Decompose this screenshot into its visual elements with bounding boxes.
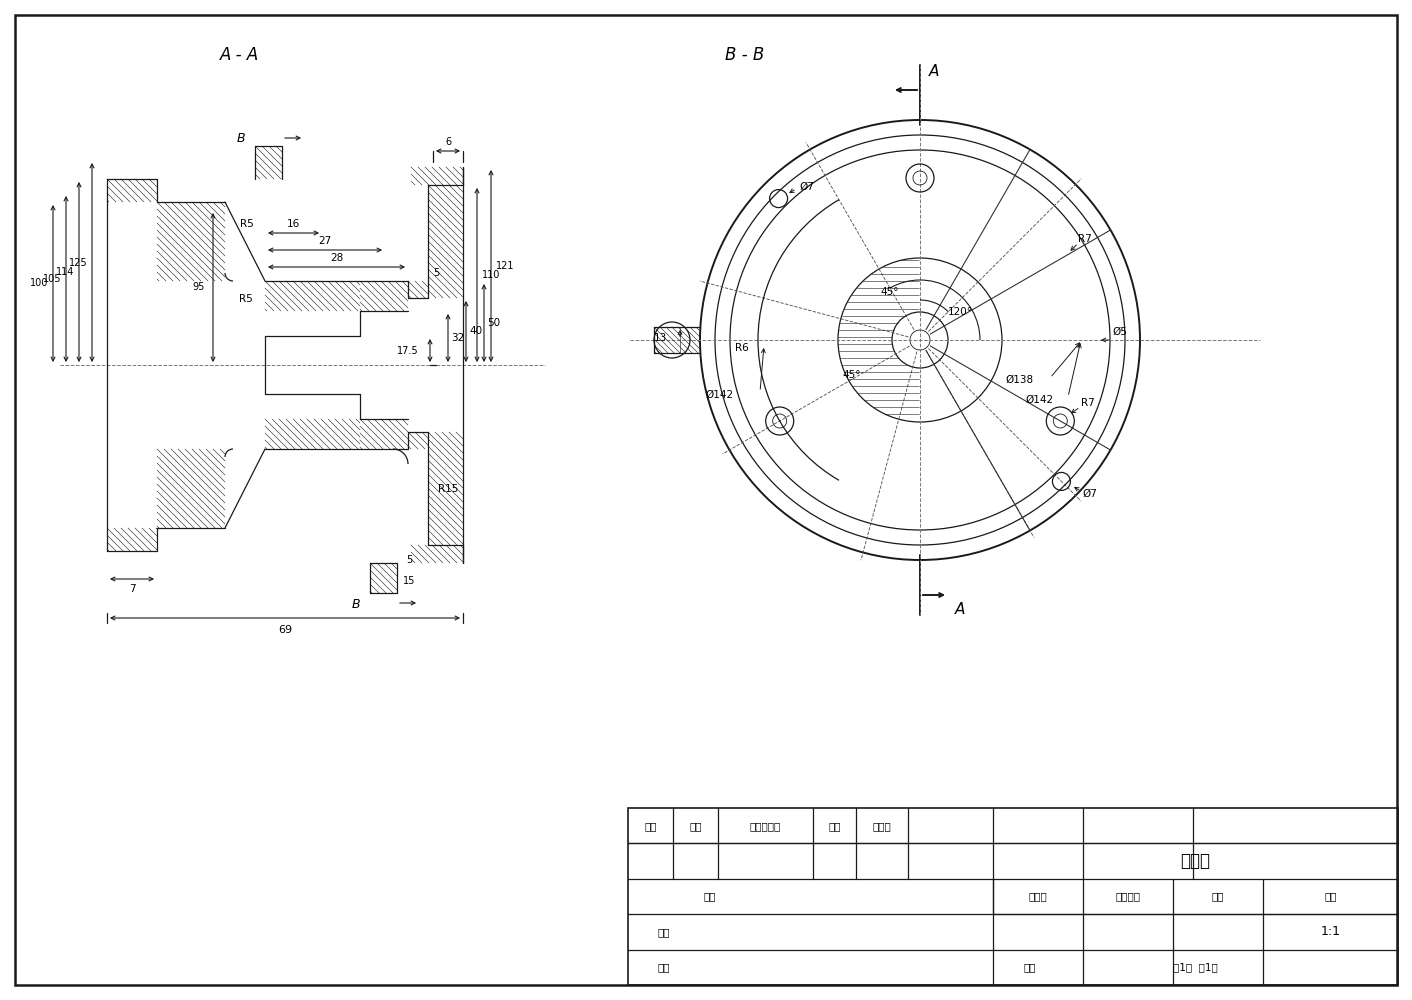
Text: 15: 15 xyxy=(402,576,415,586)
Text: A - A: A - A xyxy=(220,46,260,64)
Text: R7: R7 xyxy=(1082,398,1096,408)
Text: 28: 28 xyxy=(330,253,343,263)
Text: 连接座: 连接座 xyxy=(1180,852,1210,870)
Text: R5: R5 xyxy=(240,219,254,229)
Text: 95: 95 xyxy=(193,282,205,292)
Text: Ø142: Ø142 xyxy=(706,390,734,400)
Text: R6: R6 xyxy=(736,343,748,353)
Text: 110: 110 xyxy=(481,270,500,280)
Text: B: B xyxy=(352,598,360,611)
Text: A: A xyxy=(955,602,966,617)
Text: Ø142: Ø142 xyxy=(1025,395,1053,405)
Text: 13: 13 xyxy=(654,333,666,343)
Text: 5: 5 xyxy=(433,268,439,278)
Text: 签字: 签字 xyxy=(829,821,840,831)
Text: 7: 7 xyxy=(128,584,136,594)
Text: 40: 40 xyxy=(469,326,483,336)
Text: 批准: 批准 xyxy=(1024,962,1035,972)
Text: 阶段标记: 阶段标记 xyxy=(1115,892,1141,902)
Text: 45°: 45° xyxy=(881,287,899,297)
Text: 设计: 设计 xyxy=(703,892,716,902)
Text: 45°: 45° xyxy=(843,370,861,380)
Text: Ø5: Ø5 xyxy=(1113,327,1127,337)
Text: 16: 16 xyxy=(287,219,301,229)
Text: Ø138: Ø138 xyxy=(1005,375,1034,385)
Text: 标记: 标记 xyxy=(644,821,657,831)
Text: 69: 69 xyxy=(278,625,292,635)
Text: 32: 32 xyxy=(452,333,465,343)
Text: 年月日: 年月日 xyxy=(873,821,891,831)
Text: 27: 27 xyxy=(318,236,332,246)
Bar xyxy=(628,808,1398,985)
Text: R7: R7 xyxy=(1079,234,1091,244)
Text: B: B xyxy=(236,131,246,144)
Text: 5: 5 xyxy=(405,555,412,565)
Text: Ø7: Ø7 xyxy=(799,182,813,192)
Text: 105: 105 xyxy=(42,274,61,284)
Text: 6: 6 xyxy=(445,137,450,147)
Text: 50: 50 xyxy=(487,318,501,328)
Text: 重量: 重量 xyxy=(1211,892,1224,902)
Text: 工艺: 工艺 xyxy=(658,962,671,972)
Text: 比例: 比例 xyxy=(1324,892,1337,902)
Text: 更改文件号: 更改文件号 xyxy=(750,821,781,831)
Text: R15: R15 xyxy=(438,484,459,494)
Text: 114: 114 xyxy=(56,267,75,277)
Text: 审核: 审核 xyxy=(658,927,671,937)
Text: 125: 125 xyxy=(69,257,88,267)
Text: R5: R5 xyxy=(239,294,253,304)
Text: Ø7: Ø7 xyxy=(1082,488,1097,498)
Text: 标准化: 标准化 xyxy=(1028,892,1048,902)
Text: 第1张  共1张: 第1张 共1张 xyxy=(1173,962,1219,972)
Text: 17.5: 17.5 xyxy=(397,346,419,356)
Text: 121: 121 xyxy=(496,261,514,271)
Text: 1:1: 1:1 xyxy=(1320,925,1340,938)
Text: 120°: 120° xyxy=(947,307,973,317)
Text: 100: 100 xyxy=(30,278,48,288)
Text: 处数: 处数 xyxy=(689,821,702,831)
Text: B - B: B - B xyxy=(726,46,765,64)
Text: A: A xyxy=(929,64,939,80)
